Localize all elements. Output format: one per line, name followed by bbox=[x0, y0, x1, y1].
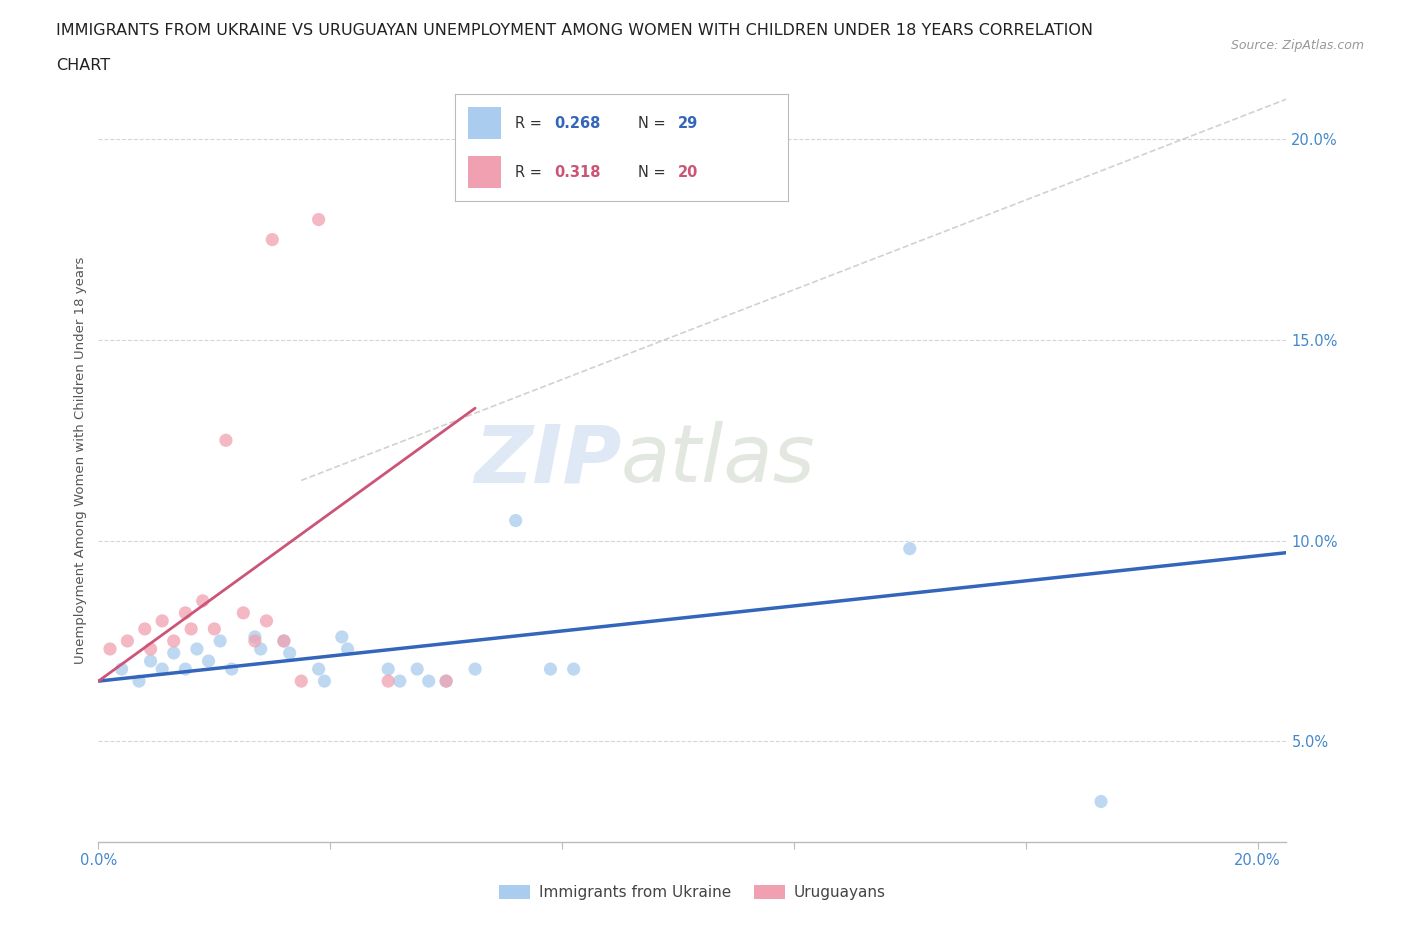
Point bbox=[98, 642, 121, 657]
Point bbox=[505, 513, 527, 528]
Point bbox=[418, 673, 440, 688]
Point bbox=[174, 661, 197, 676]
Text: IMMIGRANTS FROM UKRAINE VS URUGUAYAN UNEMPLOYMENT AMONG WOMEN WITH CHILDREN UNDE: IMMIGRANTS FROM UKRAINE VS URUGUAYAN UNE… bbox=[56, 23, 1094, 38]
Point bbox=[406, 661, 429, 676]
Point bbox=[134, 621, 156, 636]
Point bbox=[197, 654, 219, 669]
Point bbox=[174, 605, 197, 620]
Point bbox=[249, 642, 271, 657]
Point bbox=[139, 654, 162, 669]
Point bbox=[232, 605, 254, 620]
Text: CHART: CHART bbox=[56, 58, 110, 73]
Point bbox=[540, 661, 562, 676]
Point bbox=[1090, 794, 1112, 809]
Point bbox=[308, 212, 330, 227]
Y-axis label: Unemployment Among Women with Children Under 18 years: Unemployment Among Women with Children U… bbox=[75, 257, 87, 664]
Point bbox=[330, 630, 353, 644]
Point bbox=[434, 673, 457, 688]
Legend: Immigrants from Ukraine, Uruguayans: Immigrants from Ukraine, Uruguayans bbox=[494, 879, 891, 907]
Point bbox=[256, 614, 278, 629]
Text: Source: ZipAtlas.com: Source: ZipAtlas.com bbox=[1230, 39, 1364, 52]
Text: atlas: atlas bbox=[621, 421, 815, 499]
Point bbox=[243, 633, 266, 648]
Point bbox=[202, 621, 225, 636]
Point bbox=[278, 645, 301, 660]
Point bbox=[898, 541, 921, 556]
Point bbox=[163, 645, 186, 660]
Point bbox=[180, 621, 202, 636]
Point bbox=[215, 432, 238, 447]
Point bbox=[273, 633, 295, 648]
Point bbox=[562, 661, 585, 676]
Point bbox=[290, 673, 312, 688]
Point bbox=[139, 642, 162, 657]
Point bbox=[128, 673, 150, 688]
Point bbox=[388, 673, 411, 688]
Point bbox=[186, 642, 208, 657]
Point bbox=[191, 593, 214, 608]
Point bbox=[117, 633, 139, 648]
Point bbox=[377, 661, 399, 676]
Point bbox=[434, 673, 457, 688]
Point bbox=[377, 673, 399, 688]
Point bbox=[150, 661, 173, 676]
Text: ZIP: ZIP bbox=[474, 421, 621, 499]
Point bbox=[464, 661, 486, 676]
Point bbox=[150, 614, 173, 629]
Point bbox=[110, 661, 132, 676]
Point bbox=[209, 633, 232, 648]
Point bbox=[262, 232, 284, 247]
Point bbox=[273, 633, 295, 648]
Point bbox=[314, 673, 336, 688]
Point bbox=[221, 661, 243, 676]
Point bbox=[243, 630, 266, 644]
Point bbox=[163, 633, 186, 648]
Point bbox=[336, 642, 359, 657]
Point bbox=[308, 661, 330, 676]
